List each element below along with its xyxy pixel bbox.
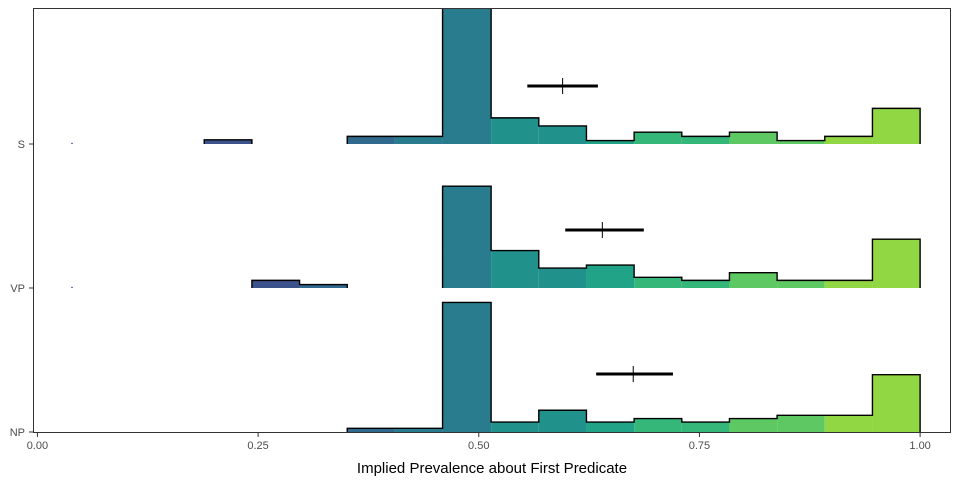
- x-tick-label-0: 0.00: [27, 440, 48, 452]
- bar-VP-14: [729, 272, 778, 288]
- bar-VP-4: [251, 280, 300, 288]
- y-tick-label-VP: VP: [10, 283, 25, 295]
- bar-S-9: [491, 117, 539, 144]
- plot-panel-border: [33, 8, 951, 433]
- bar-VP-11: [586, 265, 635, 288]
- bar-NP-6: [347, 428, 395, 432]
- x-axis: Implied Prevalence about First Predicate…: [27, 433, 931, 477]
- y-tick-label-S: S: [18, 139, 25, 151]
- bar-NP-8: [442, 302, 492, 432]
- y-axis: S VP NP: [10, 139, 33, 439]
- bar-VP-10: [538, 268, 587, 288]
- histogram-outlines: [203, 8, 921, 432]
- bar-S-0: [71, 142, 73, 144]
- bar-S-14: [729, 132, 778, 144]
- bar-S-15: [777, 140, 825, 144]
- bar-NP-9: [491, 422, 539, 432]
- outline-NP: [346, 301, 921, 432]
- bar-S-12: [634, 132, 682, 144]
- x-axis-title: Implied Prevalence about First Predicate: [357, 460, 627, 477]
- bar-S-13: [681, 136, 730, 144]
- bar-VP-15: [777, 280, 825, 288]
- bar-VP-13: [681, 280, 730, 288]
- bar-NP-17: [872, 374, 921, 432]
- bar-NP-7: [394, 428, 443, 432]
- bar-S-8: [442, 8, 492, 144]
- x-tick-label-4: 1.00: [909, 440, 930, 452]
- bar-NP-12: [634, 418, 682, 432]
- bar-VP-12: [634, 277, 682, 288]
- bar-S-10: [538, 125, 587, 144]
- histogram-bars: [71, 8, 921, 432]
- bar-VP-17: [872, 239, 921, 288]
- bar-S-6: [347, 136, 395, 144]
- x-tick-label-1: 0.25: [247, 440, 268, 452]
- bar-S-3: [204, 139, 252, 144]
- x-tick-label-3: 0.75: [689, 440, 710, 452]
- bar-NP-15: [777, 415, 825, 432]
- bar-S-16: [824, 136, 873, 144]
- bar-S-11: [586, 140, 635, 144]
- bar-NP-11: [586, 422, 635, 432]
- x-tick-label-2: 0.50: [468, 440, 489, 452]
- bar-NP-10: [538, 410, 587, 432]
- bar-NP-14: [729, 418, 778, 432]
- y-tick-label-NP: NP: [10, 427, 25, 439]
- bar-VP-8: [442, 186, 492, 288]
- bar-VP-0: [71, 286, 73, 288]
- bar-VP-9: [491, 250, 539, 288]
- mean-ci-markers: [527, 78, 673, 382]
- bar-VP-16: [824, 280, 873, 288]
- bar-S-17: [872, 108, 921, 144]
- outline-S: [203, 8, 921, 144]
- bar-NP-13: [681, 422, 730, 432]
- bar-NP-16: [824, 415, 873, 432]
- bar-S-7: [394, 136, 443, 144]
- outline-VP: [251, 185, 921, 288]
- bar-VP-5: [299, 284, 348, 288]
